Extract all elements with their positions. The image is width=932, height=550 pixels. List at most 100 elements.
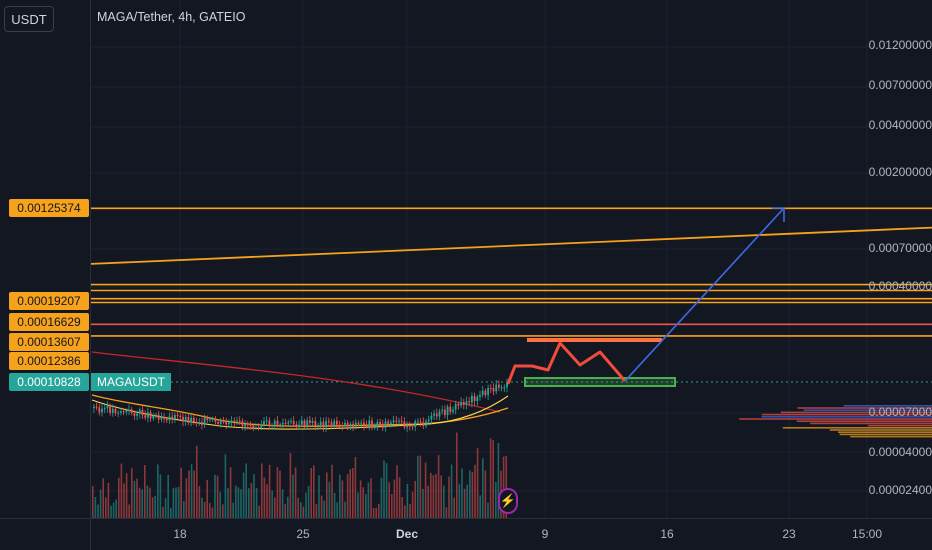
- volume-bar: [235, 485, 237, 518]
- candle: [225, 422, 228, 425]
- price-level-tag[interactable]: 0.00013607: [9, 333, 89, 351]
- candle: [222, 420, 225, 423]
- candle: [484, 390, 487, 396]
- price-level-tag[interactable]: 0.00125374: [9, 199, 89, 217]
- volume-bar: [154, 495, 156, 518]
- volume-bar: [305, 492, 307, 518]
- candle: [462, 402, 465, 405]
- candle: [230, 420, 233, 423]
- x-tick-label: Dec: [395, 527, 419, 541]
- volume-bar: [365, 494, 367, 518]
- candle: [101, 408, 103, 413]
- candle: [379, 422, 381, 424]
- volume-bar: [479, 495, 481, 518]
- candle: [441, 409, 444, 412]
- volume-bar: [445, 507, 448, 518]
- candle: [384, 421, 387, 428]
- candle: [365, 425, 368, 427]
- volume-bar: [138, 487, 141, 518]
- candle: [133, 413, 136, 416]
- candle: [206, 417, 209, 421]
- candle: [203, 417, 206, 425]
- candle: [414, 421, 417, 427]
- candle: [427, 419, 430, 422]
- candle: [165, 419, 168, 421]
- candle: [395, 420, 398, 422]
- candle: [255, 427, 257, 429]
- candle: [465, 401, 468, 405]
- volume-bar: [276, 467, 279, 518]
- volume-bar: [443, 485, 445, 518]
- current-price-tag[interactable]: 0.00010828: [9, 373, 89, 391]
- candle: [311, 421, 314, 423]
- candle: [338, 424, 341, 426]
- candle: [141, 409, 144, 416]
- volume-bar: [209, 503, 211, 518]
- candle: [495, 384, 498, 392]
- candle: [322, 421, 325, 428]
- volume-bar: [175, 487, 177, 518]
- volume-bar: [266, 484, 268, 518]
- volume-bar: [380, 477, 383, 518]
- candle: [425, 421, 427, 426]
- candle: [341, 425, 344, 427]
- volume-bar: [409, 504, 411, 518]
- trend-line: [90, 226, 932, 265]
- candle: [106, 405, 109, 409]
- volume-bar: [393, 479, 396, 518]
- volume-profile-bar: [850, 435, 932, 438]
- volume-bar: [219, 491, 221, 518]
- candle: [236, 420, 238, 422]
- candle: [98, 407, 101, 413]
- price-level-tag[interactable]: 0.00012386: [9, 352, 89, 370]
- volume-profile-bar: [797, 407, 932, 409]
- volume-bar: [466, 484, 468, 518]
- volume-bar: [401, 497, 403, 518]
- volume-profile-bar: [843, 405, 932, 407]
- candle: [238, 420, 241, 422]
- candle: [306, 420, 309, 427]
- volume-bar: [287, 496, 289, 518]
- candle: [298, 424, 300, 427]
- volume-bar: [92, 485, 94, 518]
- support-zone-box: [524, 377, 676, 387]
- volume-bar: [201, 497, 203, 518]
- volume-profile-bar: [838, 431, 932, 433]
- volume-bar: [170, 507, 172, 518]
- volume-bar: [484, 470, 487, 518]
- volume-bar: [383, 460, 385, 518]
- volume-bar: [102, 478, 104, 518]
- candle: [136, 413, 138, 416]
- volume-bar: [367, 482, 370, 518]
- candle: [333, 420, 336, 427]
- candle: [176, 415, 179, 416]
- volume-bar: [453, 497, 455, 518]
- volume-bar: [196, 445, 198, 518]
- volume-bar: [144, 465, 146, 518]
- price-axis[interactable]: [0, 36, 90, 518]
- volume-profile-bar: [868, 424, 932, 427]
- volume-bar: [469, 470, 471, 518]
- price-level-tag[interactable]: 0.00019207: [9, 292, 89, 310]
- candle: [452, 409, 454, 412]
- candle: [111, 408, 114, 413]
- time-axis[interactable]: [0, 518, 932, 550]
- volume-bar: [388, 482, 390, 518]
- volume-bar: [404, 505, 406, 518]
- volume-bar: [320, 495, 323, 518]
- volume-bar: [107, 482, 110, 518]
- price-level-tag[interactable]: 0.00016629: [9, 313, 89, 331]
- currency-unit-button[interactable]: USDT: [4, 6, 54, 32]
- candle: [457, 403, 460, 406]
- volume-bar: [331, 464, 333, 518]
- candle: [198, 422, 201, 424]
- chart-title: MAGA/Tether, 4h, GATEIO: [97, 10, 246, 24]
- volume-bar: [253, 474, 255, 518]
- volume-bar: [250, 483, 253, 518]
- volume-bar: [99, 489, 102, 518]
- volume-bar: [326, 472, 328, 518]
- lightning-icon[interactable]: ⚡: [498, 488, 518, 514]
- candle: [503, 387, 506, 389]
